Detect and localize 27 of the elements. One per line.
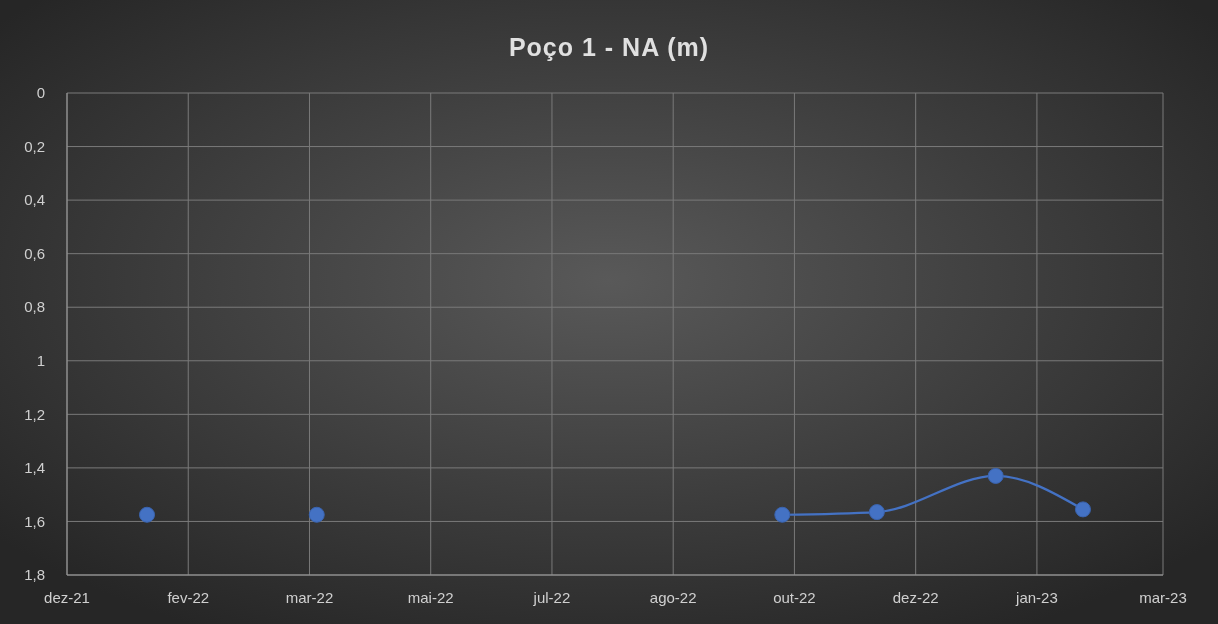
y-tick-label: 0,8 <box>24 298 45 316</box>
x-tick-label: mai-22 <box>407 589 454 606</box>
y-tick-label: 0,2 <box>24 137 45 155</box>
x-tick-label: fev-22 <box>167 589 210 606</box>
point <box>308 506 325 523</box>
point <box>1074 501 1091 518</box>
point <box>139 506 156 523</box>
y-tick-label: 0,6 <box>24 244 45 262</box>
x-tick-label: mar-23 <box>1139 589 1187 606</box>
x-tick-label: jan-23 <box>1015 589 1058 606</box>
y-tick-label: 1,6 <box>24 512 45 530</box>
x-tick-label: dez-21 <box>44 589 90 606</box>
x-tick-label: mar-22 <box>285 589 334 606</box>
x-tick-label: out-22 <box>773 589 816 606</box>
point <box>868 504 885 521</box>
x-tick-label: dez-22 <box>892 589 939 606</box>
x-tick-label: ago-22 <box>649 589 697 606</box>
y-tick-label: 0,4 <box>24 191 45 209</box>
y-tick-label: 1,4 <box>24 459 45 477</box>
x-tick-label: jul-22 <box>532 589 571 606</box>
y-tick-label: 1 <box>36 352 45 370</box>
point <box>774 506 791 523</box>
y-tick-label: 1,8 <box>24 566 45 584</box>
y-tick-label: 0 <box>36 84 45 102</box>
chart-title: Poço 1 - NA (m) <box>508 33 710 61</box>
point <box>987 467 1004 484</box>
y-tick-label: 1,2 <box>24 405 45 423</box>
